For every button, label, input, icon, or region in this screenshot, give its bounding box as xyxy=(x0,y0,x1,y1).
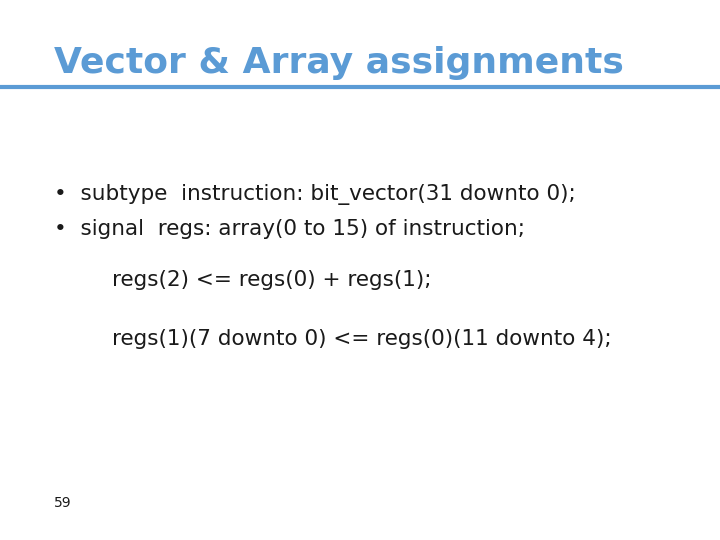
Text: 59: 59 xyxy=(54,496,71,510)
Text: regs(1)(7 downto 0) <= regs(0)(11 downto 4);: regs(1)(7 downto 0) <= regs(0)(11 downto… xyxy=(112,329,611,349)
Text: regs(2) <= regs(0) + regs(1);: regs(2) <= regs(0) + regs(1); xyxy=(112,270,431,290)
Text: •  subtype  instruction: bit_vector(31 downto 0);: • subtype instruction: bit_vector(31 dow… xyxy=(54,184,576,205)
Text: •  signal  regs: array(0 to 15) of instruction;: • signal regs: array(0 to 15) of instruc… xyxy=(54,219,525,239)
Text: Vector & Array assignments: Vector & Array assignments xyxy=(54,46,624,80)
